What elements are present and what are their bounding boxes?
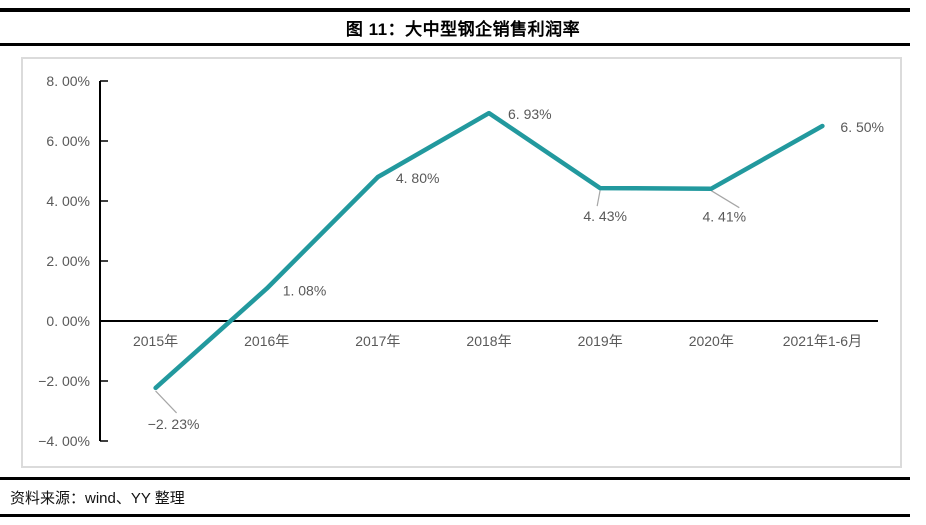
point-label: 4. 43%	[583, 208, 627, 224]
point-label: 4. 80%	[396, 170, 440, 186]
point-label: −2. 23%	[148, 416, 200, 432]
label-leader-line	[710, 190, 740, 209]
chart-plot-area: 8. 00% 6. 00% 4. 00% 2. 00% 0. 00% −2. 00% −4.…	[21, 57, 902, 468]
top-divider	[0, 8, 910, 12]
y-tick-label: 4. 00%	[46, 193, 90, 209]
x-tick-label: 2019年	[578, 333, 623, 349]
label-leader-line	[596, 189, 601, 207]
source-divider-bottom	[0, 514, 910, 517]
y-tick-label: 0. 00%	[46, 313, 90, 329]
x-tick-label: 2018年	[466, 333, 511, 349]
figure-title: 图 11：大中型钢企销售利润率	[345, 20, 581, 39]
y-tick-label: −2. 00%	[38, 373, 90, 389]
source-divider-top	[0, 477, 910, 480]
x-tick-label: 2017年	[355, 333, 400, 349]
source-note: 资料来源：wind、YY 整理	[10, 490, 185, 507]
x-tick-label: 2016年	[244, 333, 289, 349]
line-chart: 8. 00% 6. 00% 4. 00% 2. 00% 0. 00% −2. 00% −4.…	[38, 73, 884, 449]
y-tick-label: 2. 00%	[46, 253, 90, 269]
x-tick-label: 2015年	[133, 333, 178, 349]
point-label: 4. 41%	[702, 209, 746, 225]
x-tick-label: 2021年1-6月	[783, 333, 862, 349]
y-tick-label: −4. 00%	[38, 433, 90, 449]
title-divider	[0, 43, 910, 46]
x-tick-label: 2020年	[689, 333, 734, 349]
y-tick-label: 8. 00%	[46, 73, 90, 89]
point-label: 1. 08%	[283, 283, 327, 299]
y-tick-label: 6. 00%	[46, 133, 90, 149]
series-line	[153, 110, 825, 391]
point-label: 6. 93%	[508, 106, 552, 122]
label-leader-line	[155, 390, 178, 414]
point-label: 6. 50%	[840, 119, 884, 135]
